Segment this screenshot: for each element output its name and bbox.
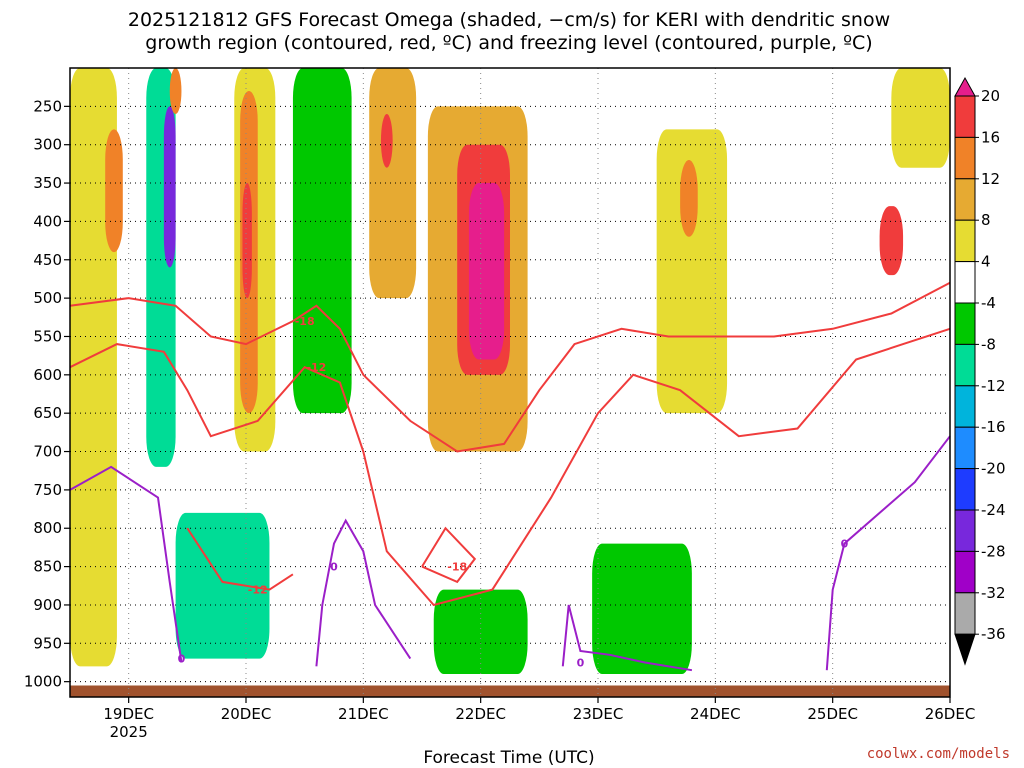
freezing-purple-contour (69, 465, 183, 663)
colorbar-label: -36 (981, 625, 1006, 643)
freezing-purple-contour-label: 0 (178, 653, 186, 666)
colorbar-label: -12 (981, 377, 1006, 395)
y-tick-label: 250 (33, 97, 62, 115)
y-tick-label: 650 (33, 404, 62, 422)
x-tick-label: 20DEC (221, 705, 272, 723)
colorbar-segment (954, 178, 976, 221)
omega-region (592, 543, 692, 674)
year-label: 2025 (110, 723, 148, 741)
freezing-purple-contour (561, 604, 693, 672)
colorbar-label: -32 (981, 584, 1006, 602)
colorbar-segment (954, 302, 976, 345)
x-tick-label: 19DEC (103, 705, 154, 723)
colorbar-segment (954, 592, 976, 635)
chart-title-line: 2025121812 GFS Forecast Omega (shaded, −… (128, 9, 890, 31)
colorbar-label: -4 (981, 294, 996, 312)
dgz-red-contour-label: -18 (447, 561, 467, 574)
chart-title-line: growth region (contoured, red, ºC) and f… (145, 32, 872, 54)
dgz-red-contour-label: -12 (248, 584, 268, 597)
y-tick-label: 350 (33, 174, 62, 192)
colorbar-segment (954, 219, 976, 263)
x-tick-label: 24DEC (690, 705, 741, 723)
dgz-red-contour-label: -12 (306, 361, 326, 374)
y-tick-label: 750 (33, 481, 62, 499)
x-tick-label: 23DEC (573, 705, 624, 723)
colorbar-label: -28 (981, 542, 1006, 560)
omega-region (380, 114, 393, 168)
colorbar-segment (954, 468, 976, 511)
y-tick-label: 400 (33, 212, 62, 230)
colorbar-segment (954, 550, 976, 594)
y-tick-label: 800 (33, 519, 62, 537)
freezing-purple-contour (825, 435, 951, 671)
colorbar-label: -16 (981, 418, 1006, 436)
y-tick-label: 900 (33, 596, 62, 614)
plot-frame (69, 67, 951, 698)
colorbar-top-arrow (954, 76, 976, 97)
freezing-purple-contour-label: 0 (577, 656, 585, 669)
colorbar-label: 4 (981, 253, 991, 271)
dgz-red-contour (186, 527, 294, 591)
x-tick-label: 25DEC (807, 705, 858, 723)
y-tick-label: 500 (33, 289, 62, 307)
colorbar-label: 20 (981, 87, 1000, 105)
colorbar-label: 12 (981, 170, 1000, 188)
colorbar-segment (954, 426, 976, 470)
omega-region (163, 106, 176, 268)
colorbar-segment (954, 95, 976, 138)
y-tick-label: 700 (33, 443, 62, 461)
y-tick-label: 450 (33, 251, 62, 269)
y-tick-label: 1000 (24, 673, 62, 691)
x-tick-label: 21DEC (338, 705, 389, 723)
omega-region (175, 512, 270, 659)
omega-region (169, 68, 182, 115)
x-tick-label: 26DEC (925, 705, 976, 723)
omega-region (680, 160, 698, 237)
omega-region (369, 68, 417, 299)
colorbar-label: -8 (981, 335, 996, 353)
colorbar-segment (954, 385, 976, 428)
dgz-red-contour-label: -18 (295, 315, 315, 328)
omega-region (879, 206, 904, 276)
omega-region (105, 129, 123, 253)
colorbar-label: -20 (981, 460, 1006, 478)
dgz-red-contour (69, 327, 951, 607)
colorbar-segment (954, 261, 976, 304)
colorbar-label: 8 (981, 211, 991, 229)
y-tick-label: 950 (33, 634, 62, 652)
colorbar-segment (954, 343, 976, 387)
x-axis-label: Forecast Time (UTC) (423, 748, 594, 768)
y-tick-label: 600 (33, 366, 62, 384)
omega-region (891, 68, 950, 168)
credit-text: coolwx.com/models (867, 746, 1010, 762)
omega-region (656, 129, 728, 414)
colorbar-segment (954, 509, 976, 552)
freezing-purple-contour (315, 518, 412, 667)
dgz-red-contour (421, 526, 477, 584)
colorbar-label: 16 (981, 128, 1000, 146)
y-tick-label: 850 (33, 558, 62, 576)
freezing-purple-contour-label: 0 (841, 538, 849, 551)
colorbar-bottom-arrow (954, 633, 976, 666)
omega-region (433, 589, 528, 674)
dgz-red-contour (69, 281, 951, 453)
y-tick-label: 550 (33, 327, 62, 345)
freezing-purple-contour-label: 0 (330, 561, 338, 574)
colorbar-segment (954, 136, 976, 180)
y-tick-label: 300 (33, 136, 62, 154)
omega-region (468, 183, 505, 360)
colorbar-label: -24 (981, 501, 1006, 519)
x-tick-label: 22DEC (455, 705, 506, 723)
terrain-band (70, 685, 950, 697)
omega-region (242, 183, 252, 299)
